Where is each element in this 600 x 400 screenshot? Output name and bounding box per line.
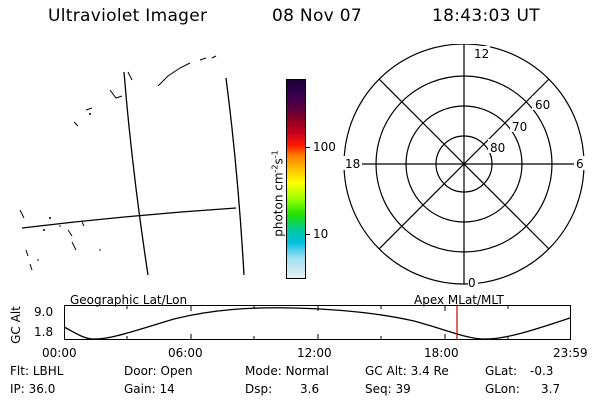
status-glon-value: 3.7 [541, 382, 561, 396]
polar-label-18: 18 [345, 157, 360, 171]
timeline-ticks [126, 305, 509, 340]
timeline-x-tick-0600: 06:00 [168, 346, 203, 360]
polar-label-70: 70 [512, 120, 527, 134]
status-seq: Seq: 39 [365, 382, 411, 396]
altitude-curve [64, 307, 571, 340]
map-coastlines [19, 55, 217, 271]
status-dsp-label: Dsp: [245, 382, 273, 396]
polar-label-12: 12 [474, 47, 489, 61]
status-glat-value: -0.3 [530, 364, 554, 378]
date-label: 08 Nov 07 [272, 6, 362, 26]
timeline-x-tick-0000: 00:00 [42, 346, 77, 360]
timeline-x-tick-1800: 18:00 [424, 346, 459, 360]
status-door: Door: Open [124, 364, 193, 378]
polar-plot: 12 0 18 6 60 70 80 [342, 44, 586, 290]
timeline-x-tick-2359: 23:59 [553, 346, 588, 360]
status-glon-label: GLon: [485, 382, 520, 396]
status-flt: Flt: LBHL [10, 364, 64, 378]
colorbar-unit-label: photon cm-2s-1 [270, 150, 286, 237]
geographic-map [19, 55, 245, 276]
polar-label-60: 60 [535, 98, 550, 112]
timeline-y-tick-bottom: 1.8 [34, 325, 54, 339]
map-parallel [21, 207, 237, 229]
status-mode: Mode: Normal [245, 364, 329, 378]
status-gc-alt: GC Alt: 3.4 Re [365, 364, 449, 378]
polar-diagonal-2 [378, 78, 550, 250]
polar-label-80: 80 [490, 141, 505, 155]
map-meridian-left [123, 71, 149, 276]
timeline-y-tick-top: 9.0 [34, 305, 54, 319]
timeline-y-axis-label: GC Alt [9, 306, 23, 344]
colorbar [286, 79, 306, 279]
polar-label-0: 0 [468, 276, 476, 290]
time-label: 18:43:03 UT [432, 6, 540, 26]
timeline-x-tick-1200: 12:00 [297, 346, 332, 360]
status-dsp-value: 3.6 [300, 382, 320, 396]
colorbar-tick-10 [306, 234, 310, 235]
colorbar-gradient [287, 80, 305, 278]
status-ip: IP: 36.0 [10, 382, 56, 396]
polar-label-6: 6 [576, 157, 584, 171]
colorbar-tick-label-10: 10 [313, 227, 329, 241]
colorbar-tick-label-100: 100 [313, 140, 336, 154]
timeline-right-title: Apex MLat/MLT [414, 293, 504, 307]
status-gain: Gain: 14 [124, 382, 175, 396]
map-meridian-right [225, 77, 245, 276]
status-glat-label: GLat: [485, 364, 518, 378]
timeline-plot [64, 305, 571, 340]
map-coastline-dots [37, 113, 101, 261]
colorbar-tick-100 [306, 147, 310, 148]
app-title: Ultraviolet Imager [48, 6, 208, 26]
timeline-left-title: Geographic Lat/Lon [70, 293, 188, 307]
